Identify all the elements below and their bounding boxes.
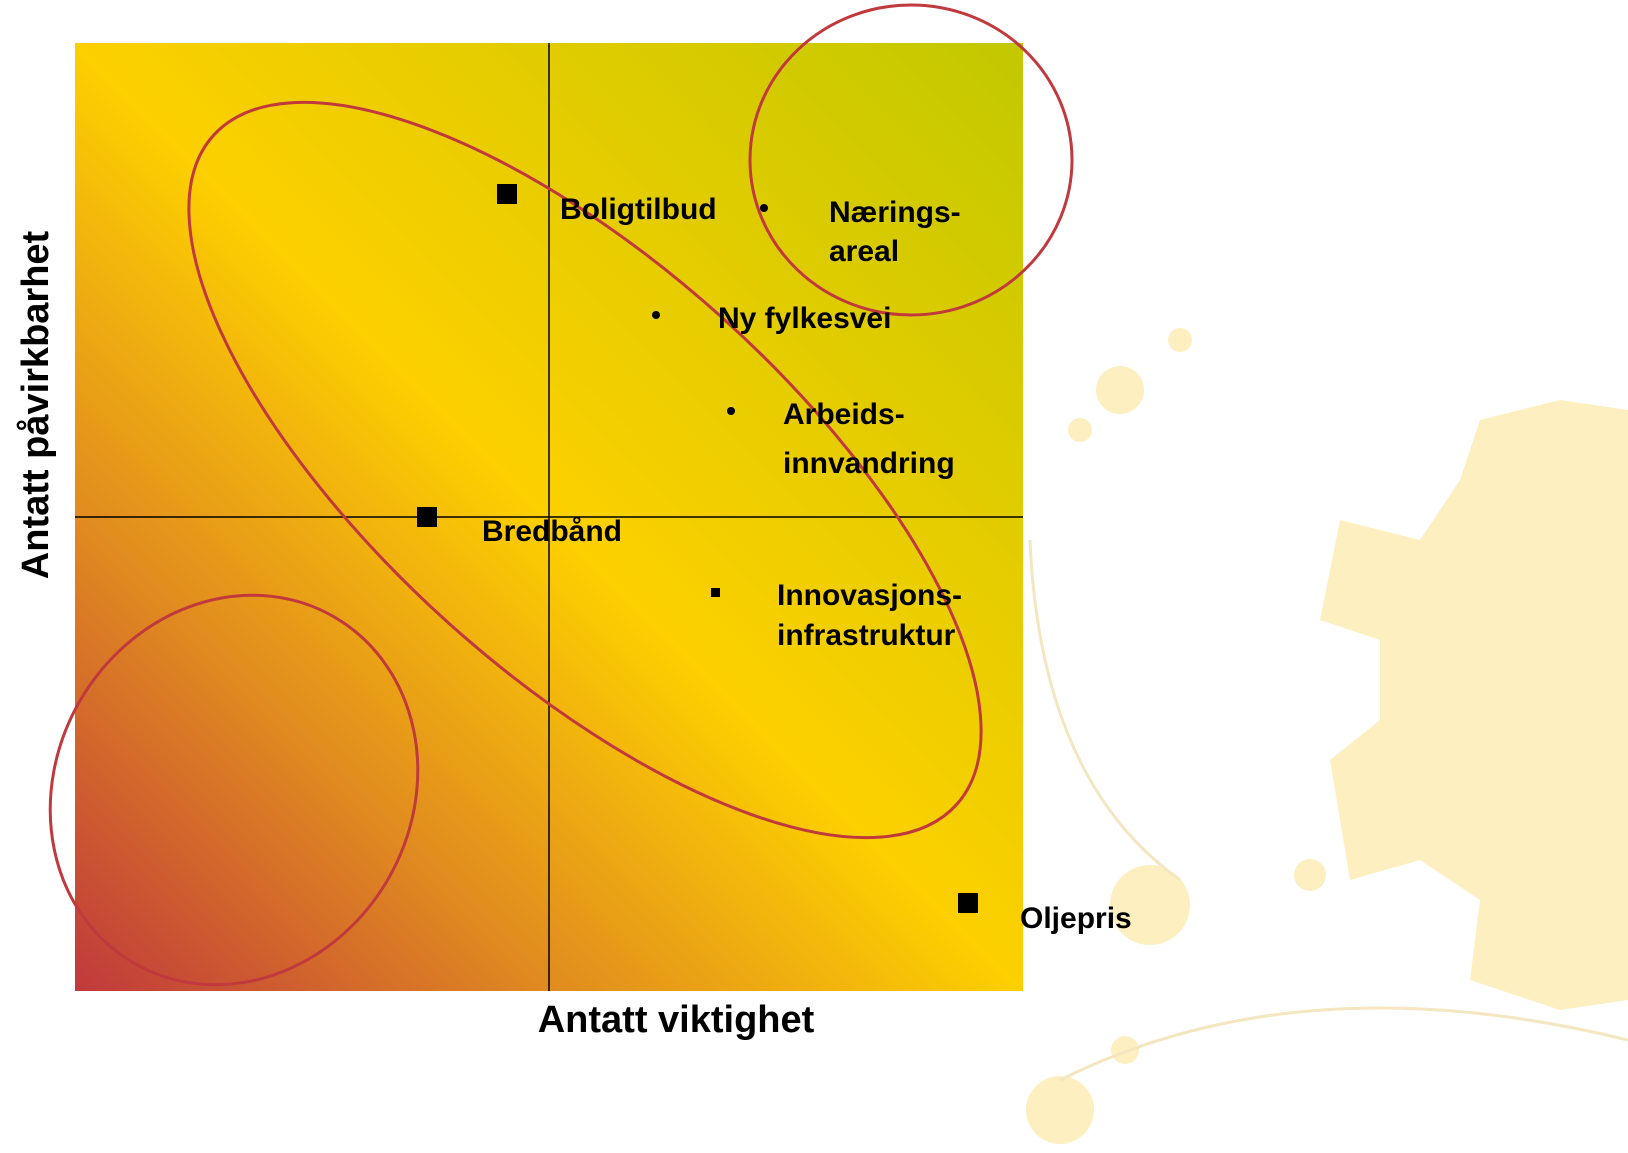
- marker: [760, 204, 768, 212]
- marker: [711, 588, 720, 597]
- marker: [417, 507, 437, 527]
- y-axis-label: Antatt påvirkbarhet: [15, 230, 57, 579]
- item-label: innvandring: [783, 447, 955, 480]
- decoration: [1026, 328, 1628, 1144]
- item-label: Nærings-: [829, 196, 961, 229]
- marker: [958, 893, 978, 913]
- slide: Boligtilbud Nærings- areal Ny fylkesvei …: [0, 0, 1628, 1153]
- marker: [727, 407, 735, 415]
- item-label: areal: [829, 235, 899, 268]
- x-axis-label: Antatt viktighet: [538, 999, 815, 1041]
- item-label: Boligtilbud: [560, 193, 717, 226]
- item-label: Bredbånd: [482, 515, 622, 548]
- item-label: Innovasjons-: [777, 579, 962, 612]
- item-label: infrastruktur: [777, 619, 956, 652]
- marker: [652, 311, 660, 319]
- item-label: Arbeids-: [783, 398, 905, 431]
- item-label: Ny fylkesvei: [718, 302, 891, 335]
- item-label: Oljepris: [1020, 902, 1132, 935]
- page: Boligtilbud Nærings- areal Ny fylkesvei …: [0, 0, 1628, 1153]
- marker: [497, 184, 517, 204]
